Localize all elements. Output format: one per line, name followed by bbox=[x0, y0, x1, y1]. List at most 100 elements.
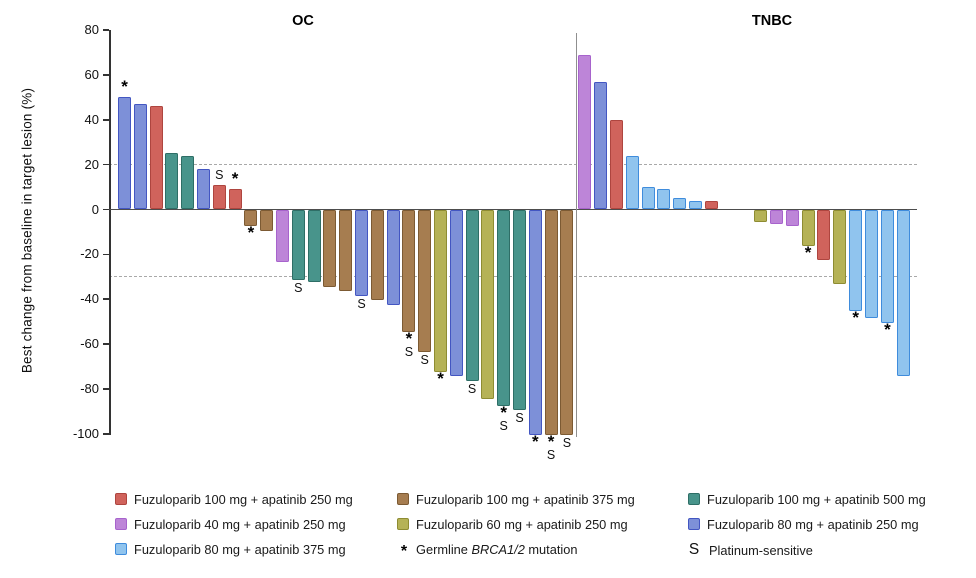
bar-f100a500 bbox=[307, 210, 321, 283]
bar-f40a250 bbox=[276, 210, 289, 262]
y-axis-tick bbox=[103, 253, 109, 256]
y-axis-tick bbox=[103, 29, 109, 31]
platinum-sensitive-mark: S bbox=[467, 381, 477, 396]
legend-label-f40a250: Fuzuloparib 40 mg + apatinib 250 mg bbox=[134, 517, 346, 532]
bar-f80a375 bbox=[689, 200, 703, 210]
brca-mutation-star-icon: * bbox=[804, 243, 812, 263]
platinum-sensitive-mark: S bbox=[357, 296, 366, 311]
legend-star-icon: * bbox=[400, 543, 408, 560]
bar-f80a250 bbox=[528, 210, 542, 435]
bar-f100a500 bbox=[165, 153, 179, 210]
bar-f80a250 bbox=[386, 210, 400, 305]
bar-f100a500 bbox=[465, 210, 479, 381]
brca-mutation-star-icon: * bbox=[547, 431, 555, 451]
legend-label-f100a250: Fuzuloparib 100 mg + apatinib 250 mg bbox=[134, 492, 353, 507]
bar-f100a250 bbox=[212, 184, 226, 210]
brca-mutation-star-icon: * bbox=[500, 402, 507, 422]
y-axis-line bbox=[109, 30, 111, 436]
y-axis-tick bbox=[103, 208, 109, 211]
platinum-sensitive-mark: S bbox=[562, 435, 572, 450]
brca-mutation-star-icon: * bbox=[121, 77, 128, 97]
bar-f80a375 bbox=[625, 155, 639, 210]
bar-f100a500 bbox=[181, 155, 195, 210]
y-axis-tick bbox=[103, 74, 109, 76]
bar-f80a250 bbox=[355, 210, 368, 296]
y-axis-tick bbox=[103, 433, 109, 435]
bar-f60a250 bbox=[434, 210, 447, 372]
bar-f100a375 bbox=[418, 210, 432, 352]
brca-mutation-star-icon: * bbox=[437, 368, 444, 388]
bar-f100a375 bbox=[244, 210, 258, 227]
bar-f80a250 bbox=[133, 104, 147, 210]
bar-f80a375 bbox=[641, 187, 655, 210]
legend-label-platinum-sensitive: Platinum-sensitive bbox=[709, 543, 813, 558]
legend-label-germline-brca: Germline BRCA1/2 mutation bbox=[416, 542, 578, 557]
bar-f100a375 bbox=[544, 210, 558, 435]
y-tick-label: -100 bbox=[72, 425, 99, 441]
platinum-sensitive-mark: S bbox=[215, 167, 224, 182]
bar-f80a375 bbox=[673, 198, 687, 210]
legend-swatch-f80a375 bbox=[115, 543, 127, 555]
bar-f80a375 bbox=[865, 210, 878, 319]
platinum-sensitive-mark: S bbox=[294, 280, 303, 295]
bar-f100a375 bbox=[339, 210, 353, 292]
legend-label-f100a375: Fuzuloparib 100 mg + apatinib 375 mg bbox=[416, 492, 635, 507]
bar-f80a250 bbox=[449, 210, 463, 377]
brca-mutation-star-icon: * bbox=[405, 328, 413, 348]
bar-f60a250 bbox=[833, 210, 847, 285]
y-tick-label: -80 bbox=[80, 380, 99, 396]
bar-f100a375 bbox=[323, 210, 337, 287]
legend-label-f60a250: Fuzuloparib 60 mg + apatinib 250 mg bbox=[416, 517, 628, 532]
brca-mutation-star-icon: * bbox=[884, 319, 891, 339]
bar-f80a250 bbox=[118, 97, 131, 210]
bar-f80a375 bbox=[657, 189, 671, 210]
bar-f100a500 bbox=[513, 210, 526, 411]
bar-f100a250 bbox=[149, 106, 163, 210]
y-axis-tick bbox=[103, 298, 109, 300]
platinum-sensitive-mark: S bbox=[499, 418, 508, 433]
y-tick-label: -40 bbox=[80, 291, 99, 307]
bar-f100a250 bbox=[705, 200, 718, 210]
bar-f60a250 bbox=[801, 210, 815, 247]
legend-swatch-f100a500 bbox=[688, 493, 700, 505]
legend-label-f100a500: Fuzuloparib 100 mg + apatinib 500 mg bbox=[707, 492, 926, 507]
y-axis-tick bbox=[103, 119, 109, 121]
legend-swatch-f60a250 bbox=[397, 518, 409, 530]
legend-swatch-f80a250 bbox=[688, 518, 700, 530]
reference-line bbox=[109, 163, 917, 165]
y-tick-label: 40 bbox=[84, 111, 99, 127]
bar-f80a250 bbox=[593, 81, 607, 210]
y-tick-label: 80 bbox=[84, 22, 99, 37]
platinum-sensitive-mark: S bbox=[404, 344, 414, 359]
bar-f100a500 bbox=[291, 210, 305, 280]
legend-swatch-f100a250 bbox=[115, 493, 127, 505]
plot-area: 80 60 40 20 0 -20 -40 -60 -80 -100 * S * * S S * S S * S * S S *… bbox=[72, 22, 917, 462]
bar-f40a250 bbox=[578, 54, 591, 210]
panel-divider bbox=[576, 33, 578, 437]
y-tick-label: 60 bbox=[84, 66, 99, 82]
bar-f80a375 bbox=[849, 210, 863, 312]
legend-s-symbol: S bbox=[688, 541, 700, 558]
bar-f60a250 bbox=[753, 210, 767, 222]
bar-f40a250 bbox=[785, 210, 799, 227]
legend-label-f80a375: Fuzuloparib 80 mg + apatinib 375 mg bbox=[134, 542, 346, 557]
bar-f100a375 bbox=[560, 210, 574, 435]
y-axis-tick bbox=[103, 343, 109, 345]
bar-f100a250 bbox=[817, 210, 831, 260]
bar-f60a250 bbox=[481, 210, 495, 399]
bar-f100a500 bbox=[497, 210, 511, 406]
platinum-sensitive-mark: S bbox=[546, 447, 556, 462]
legend-swatch-f100a375 bbox=[397, 493, 409, 505]
bar-f100a250 bbox=[228, 189, 242, 210]
y-tick-label: 20 bbox=[84, 156, 99, 172]
legend: Fuzuloparib 100 mg + apatinib 250 mg Fuzu… bbox=[0, 470, 976, 578]
panel-title-tnbc: TNBC bbox=[751, 13, 793, 29]
legend-swatch-f40a250 bbox=[115, 518, 127, 530]
zero-baseline bbox=[109, 208, 917, 211]
bar-f80a250 bbox=[197, 169, 210, 210]
platinum-sensitive-mark: S bbox=[420, 352, 429, 367]
bar-f100a375 bbox=[402, 210, 416, 332]
y-axis-tick bbox=[103, 163, 109, 166]
brca-mutation-star-icon: * bbox=[852, 308, 859, 328]
